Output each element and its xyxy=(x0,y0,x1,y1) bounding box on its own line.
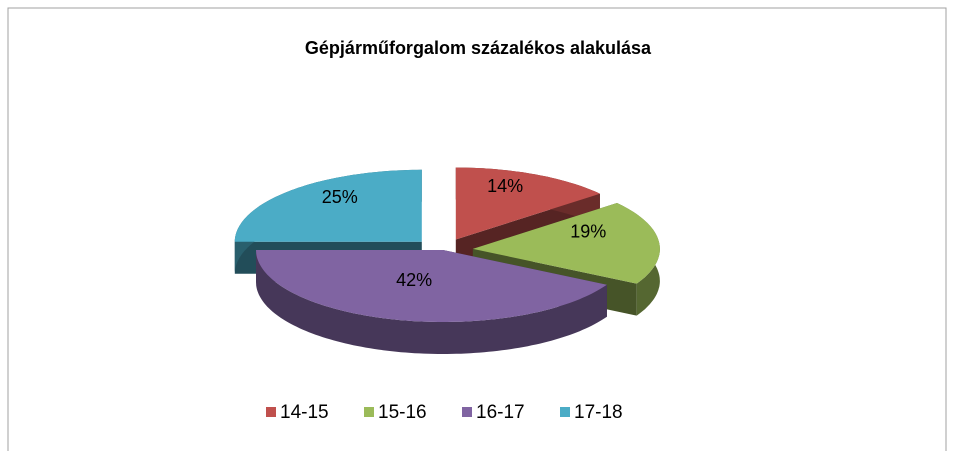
legend-label: 14-15 xyxy=(280,402,329,423)
slice-top xyxy=(256,250,607,322)
legend-swatch xyxy=(560,407,570,417)
data-label: 14% xyxy=(487,176,523,196)
slice-top xyxy=(472,203,660,284)
legend-swatch xyxy=(462,407,472,417)
slice-top xyxy=(455,167,600,240)
data-label: 25% xyxy=(322,187,358,207)
legend-swatch xyxy=(266,407,276,417)
legend-label: 15-16 xyxy=(378,402,427,423)
chart-border xyxy=(7,7,947,451)
chart-title: Gépjárműforgalom százalékos alakulása xyxy=(305,38,652,58)
slice-top xyxy=(234,169,422,242)
legend-swatch xyxy=(364,407,374,417)
slice xyxy=(256,250,607,354)
legend-label: 17-18 xyxy=(574,402,623,423)
data-label: 19% xyxy=(570,221,606,241)
legend-label: 16-17 xyxy=(476,402,525,423)
data-label: 42% xyxy=(396,270,432,290)
slice-side xyxy=(256,250,607,354)
